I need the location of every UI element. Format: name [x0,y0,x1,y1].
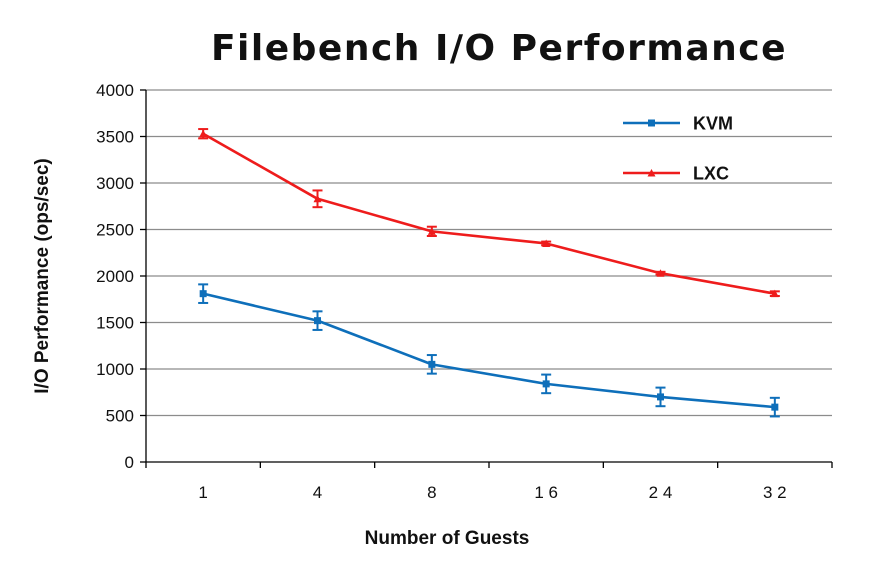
x-tick-label: 8 [427,483,436,502]
x-tick-label: 1 [198,483,207,502]
legend-label-kvm: KVM [693,114,733,134]
data-point-lxc [199,129,208,138]
x-tick-label: 1 6 [534,483,558,502]
data-point-lxc [542,239,551,247]
legend-label-lxc: LXC [693,164,729,184]
y-tick-label: 1000 [96,360,134,379]
chart-title: Filebench I/O Performance [211,28,787,69]
data-point-kvm [657,393,664,401]
gridlines [146,89,832,417]
y-tick-labels: 0 500 1000 1500 2000 2500 3000 3500 4000 [96,81,134,472]
y-tick-label: 2500 [96,221,134,240]
series-line-kvm [202,292,775,409]
data-point-kvm [771,403,779,411]
data-point-kvm [428,360,436,368]
y-tick-label: 500 [106,407,134,426]
series [198,128,780,418]
y-axis-label: I/O Performance (ops/sec) [32,158,53,393]
x-tick-label: 2 4 [649,483,673,502]
legend-item-kvm: KVM [623,114,733,134]
data-point-lxc [313,194,322,203]
y-tick-label: 2000 [96,267,134,286]
data-point-kvm [199,290,207,298]
legend-item-lxc: LXC [623,164,729,184]
y-tick-label: 1500 [96,314,134,333]
series-lxc [198,128,780,298]
y-tick-label: 4000 [96,81,134,100]
x-axis-label: Number of Guests [365,528,530,549]
data-point-lxc [427,227,436,235]
y-tick-label: 3500 [96,128,134,147]
data-point-lxc [770,289,779,298]
y-tick-label: 3000 [96,174,134,193]
data-point-kvm [314,317,321,325]
legend-marker-lxc [647,169,656,177]
data-point-kvm [542,380,550,388]
x-tick-label: 4 [313,483,322,502]
legend: KVM LXC [623,114,733,184]
series-kvm [198,283,780,418]
x-tick-label: 3 2 [763,483,787,502]
legend-marker-kvm [648,119,655,127]
axes [140,89,833,468]
x-tick-labels: 1 4 8 1 6 2 4 3 2 [198,483,786,502]
data-point-lxc [656,269,665,277]
series-line-lxc [202,132,776,295]
y-tick-label: 0 [125,453,134,472]
